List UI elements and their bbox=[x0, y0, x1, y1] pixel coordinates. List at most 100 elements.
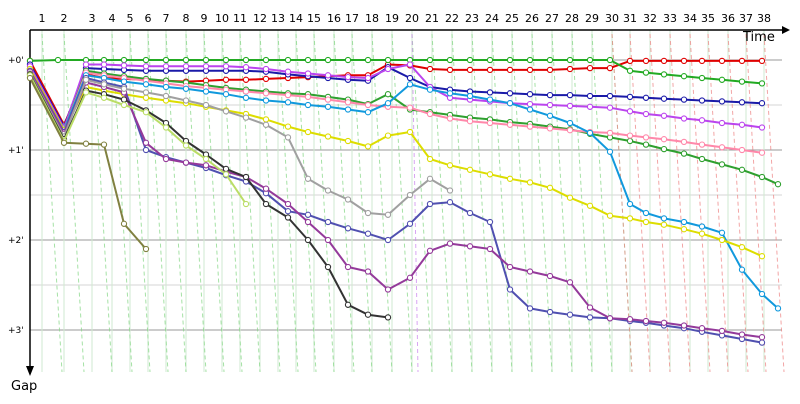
data-point bbox=[660, 319, 668, 326]
x-tick-label: 12 bbox=[253, 12, 267, 25]
data-point bbox=[222, 56, 230, 64]
data-point bbox=[642, 69, 650, 76]
series-1 bbox=[26, 57, 766, 128]
data-point bbox=[738, 331, 746, 338]
data-point bbox=[660, 95, 668, 102]
series-14 bbox=[26, 74, 150, 253]
data-point bbox=[384, 91, 392, 98]
lap-guide-line bbox=[313, 33, 335, 373]
data-point bbox=[698, 230, 706, 237]
data-point bbox=[384, 65, 392, 73]
data-point bbox=[626, 316, 634, 323]
data-point bbox=[426, 200, 434, 208]
data-point bbox=[142, 63, 150, 70]
data-point bbox=[718, 161, 726, 168]
x-tick-label: 35 bbox=[701, 12, 715, 25]
data-point bbox=[406, 81, 414, 88]
x-tick-label: 16 bbox=[327, 12, 341, 25]
data-point bbox=[698, 97, 706, 104]
data-point bbox=[606, 104, 614, 111]
data-point bbox=[718, 327, 726, 335]
data-point bbox=[162, 92, 170, 100]
data-point bbox=[698, 223, 706, 230]
data-point bbox=[718, 144, 726, 151]
data-point bbox=[344, 73, 352, 81]
data-point bbox=[406, 61, 414, 68]
data-point bbox=[660, 112, 668, 119]
data-point bbox=[660, 71, 668, 78]
data-point bbox=[242, 173, 250, 181]
data-point bbox=[566, 194, 574, 201]
data-point bbox=[364, 101, 372, 109]
data-point bbox=[182, 56, 190, 64]
data-point bbox=[344, 106, 352, 113]
data-point bbox=[364, 311, 372, 318]
data-point bbox=[26, 74, 34, 82]
data-point bbox=[466, 243, 474, 250]
lap-guide-line bbox=[451, 33, 473, 373]
data-point bbox=[284, 56, 292, 64]
data-point bbox=[162, 155, 170, 163]
data-point bbox=[202, 101, 210, 109]
data-point bbox=[284, 214, 292, 221]
data-point bbox=[262, 97, 270, 104]
data-point bbox=[680, 138, 688, 146]
data-point bbox=[406, 191, 414, 199]
data-point bbox=[738, 99, 746, 106]
data-point bbox=[324, 236, 332, 244]
data-point bbox=[660, 215, 668, 222]
x-tick-label: 22 bbox=[445, 12, 459, 25]
x-tick-label: 1 bbox=[39, 12, 46, 25]
data-point bbox=[486, 218, 494, 226]
data-point bbox=[774, 305, 782, 312]
data-point bbox=[718, 98, 726, 105]
data-point bbox=[660, 221, 668, 228]
data-point bbox=[626, 200, 634, 208]
data-point bbox=[546, 56, 554, 64]
x-tick-label: 21 bbox=[425, 12, 439, 25]
data-point bbox=[202, 88, 210, 95]
data-point bbox=[364, 209, 372, 217]
data-point bbox=[182, 142, 190, 149]
data-point bbox=[698, 325, 706, 332]
data-point bbox=[506, 121, 514, 128]
data-point bbox=[680, 218, 688, 226]
data-point bbox=[546, 66, 554, 74]
data-point bbox=[60, 139, 68, 146]
lap-guide-line bbox=[727, 33, 749, 373]
data-point bbox=[606, 64, 614, 72]
data-point bbox=[54, 56, 62, 64]
data-point bbox=[526, 268, 534, 275]
data-point bbox=[262, 185, 270, 192]
data-point bbox=[526, 56, 534, 64]
data-point bbox=[426, 65, 434, 73]
x-tick-label: 24 bbox=[485, 12, 499, 25]
x-tick-label: 10 bbox=[215, 12, 229, 25]
x-tick-label: 36 bbox=[721, 12, 735, 25]
data-point bbox=[364, 74, 372, 82]
data-point bbox=[586, 64, 594, 72]
data-point bbox=[758, 100, 766, 107]
data-point bbox=[426, 56, 434, 64]
data-point bbox=[606, 92, 614, 100]
lap-guide-line bbox=[649, 33, 671, 373]
data-point bbox=[364, 143, 372, 150]
data-point bbox=[100, 141, 108, 148]
data-point bbox=[100, 61, 108, 68]
data-point bbox=[758, 334, 766, 341]
data-point bbox=[120, 101, 128, 109]
x-tick-label: 29 bbox=[585, 12, 599, 25]
data-point bbox=[758, 57, 766, 65]
data-point bbox=[304, 218, 312, 226]
data-point bbox=[324, 263, 332, 271]
data-point bbox=[426, 247, 434, 254]
x-tick-label: 30 bbox=[605, 12, 619, 25]
y-tick-label: +3' bbox=[8, 326, 24, 336]
data-point bbox=[262, 65, 270, 73]
x-tick-label: 11 bbox=[233, 12, 247, 25]
data-point bbox=[384, 236, 392, 244]
data-point bbox=[642, 317, 650, 325]
data-point bbox=[406, 220, 414, 227]
